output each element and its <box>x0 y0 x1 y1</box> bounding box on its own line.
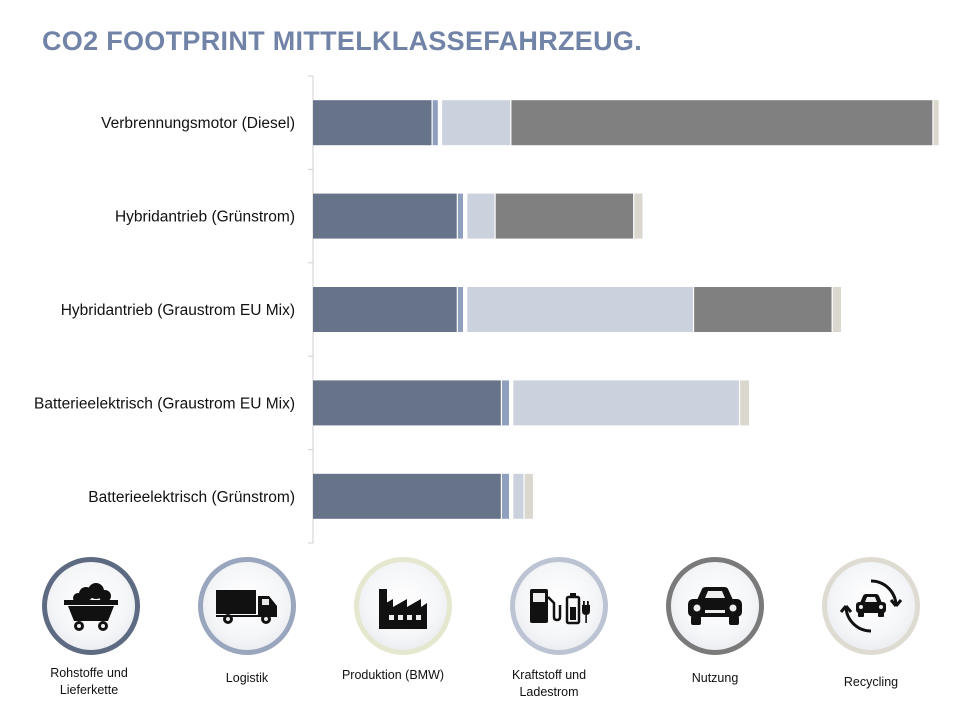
bar-segment <box>502 380 509 426</box>
bar-segment <box>313 193 457 239</box>
legend-circle-kraftstoff <box>510 557 608 655</box>
bar-segment <box>513 380 739 426</box>
stacked-bar-chart: Verbrennungsmotor (Diesel) Hybridantrieb … <box>34 75 939 544</box>
bar-segment <box>313 100 432 146</box>
category-label: Hybridantrieb (Graustrom EU Mix) <box>61 302 295 319</box>
category-label: Hybridantrieb (Grünstrom) <box>115 209 295 226</box>
category-label: Batterieelektrisch (Graustrom EU Mix) <box>34 395 295 412</box>
bar-segment <box>467 193 495 239</box>
bar-segment <box>495 193 634 239</box>
legend-label-logistik: Logistik <box>225 671 269 685</box>
legend-circle-produktion <box>354 557 452 655</box>
legend-circle-recycling <box>822 557 920 655</box>
bar-segment <box>457 287 463 332</box>
car-icon <box>688 587 742 625</box>
bar-segment <box>933 100 939 146</box>
page-title: CO2 FOOTPRINT MITTELKLASSEFAHRZEUG. <box>42 26 643 56</box>
bar-segment <box>432 100 438 146</box>
bar-segment <box>467 287 693 332</box>
category-label: Verbrennungsmotor (Diesel) <box>101 115 295 132</box>
bar-segment <box>694 287 832 332</box>
legend-circle-nutzung <box>666 557 764 655</box>
legend-label-rohstoffe: Rohstoffe und Lieferkette <box>50 666 128 697</box>
bar-segment <box>524 473 533 519</box>
bar-segment <box>510 380 513 426</box>
bar-segment <box>511 100 933 146</box>
recycling-car-icon <box>839 579 903 633</box>
category-label: Batterieelektrisch (Grünstrom) <box>88 489 295 506</box>
bar-segment <box>457 193 463 239</box>
bar-segment <box>634 193 643 239</box>
bar-segment <box>510 473 513 519</box>
bar-segment <box>502 473 509 519</box>
bar-segment <box>313 287 457 332</box>
truck-icon <box>216 590 277 624</box>
bar-segment <box>439 100 441 146</box>
bar-segment <box>740 380 750 426</box>
legend-label-produktion: Produktion (BMW) <box>341 668 445 682</box>
factory-icon <box>379 589 427 629</box>
legend-label-nutzung: Nutzung <box>691 671 739 685</box>
bar-segment <box>832 287 841 332</box>
bar-segment <box>464 193 467 239</box>
legend-circle-logistik <box>198 557 296 655</box>
bar-segment <box>513 473 524 519</box>
fuel-and-charging-icon <box>530 589 590 625</box>
bar-segment <box>442 100 511 146</box>
bar-segment <box>313 473 501 519</box>
bar-segment <box>313 380 501 426</box>
bar-segment <box>464 287 467 332</box>
legend-label-recycling: Recycling <box>843 675 899 689</box>
legend-label-kraftstoff: Kraftstoff und Ladestrom <box>511 668 587 699</box>
legend-circle-rohstoffe <box>42 557 140 655</box>
mine-cart-icon <box>64 583 118 631</box>
